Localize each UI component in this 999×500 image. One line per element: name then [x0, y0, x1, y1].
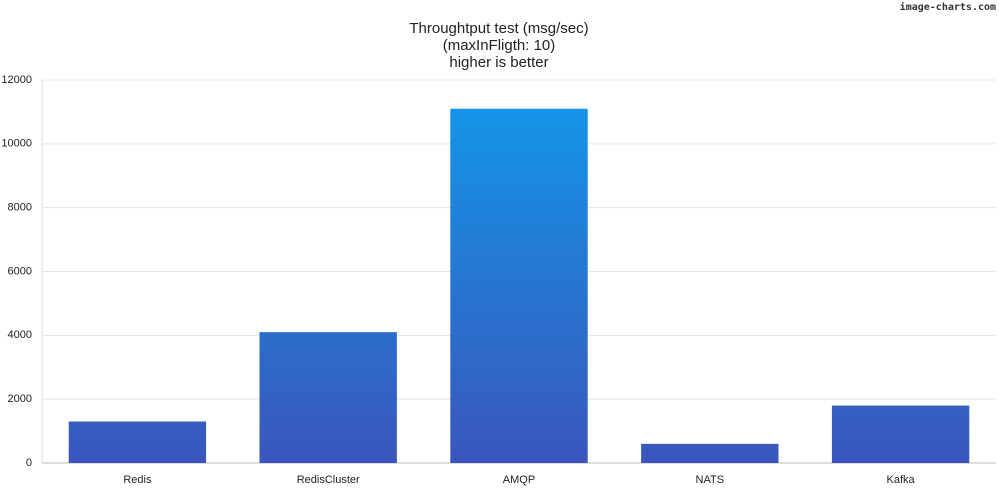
y-tick-label: 4000 [8, 329, 32, 341]
x-tick-label: Redis [123, 474, 152, 486]
y-tick-label: 0 [26, 457, 32, 469]
y-tick-label: 10000 [1, 138, 32, 150]
y-tick-label: 2000 [8, 393, 32, 405]
chart-title: higher is better [449, 54, 548, 71]
watermark: image-charts.com [900, 1, 996, 13]
y-tick-label: 6000 [8, 265, 32, 277]
x-tick-label: AMQP [503, 474, 535, 486]
bar [450, 108, 588, 463]
x-tick-label: RedisCluster [297, 474, 360, 486]
x-tick-label: NATS [696, 474, 725, 486]
chart-title: Throughtput test (msg/sec) [409, 20, 588, 37]
y-tick-label: 8000 [8, 202, 32, 214]
bar [831, 405, 970, 463]
x-tick-label: Kafka [887, 474, 916, 486]
bar [259, 332, 397, 463]
bar [68, 421, 207, 463]
bar [641, 443, 779, 463]
chart-title: (maxInFligth: 10) [443, 37, 556, 54]
y-tick-label: 12000 [1, 74, 32, 86]
